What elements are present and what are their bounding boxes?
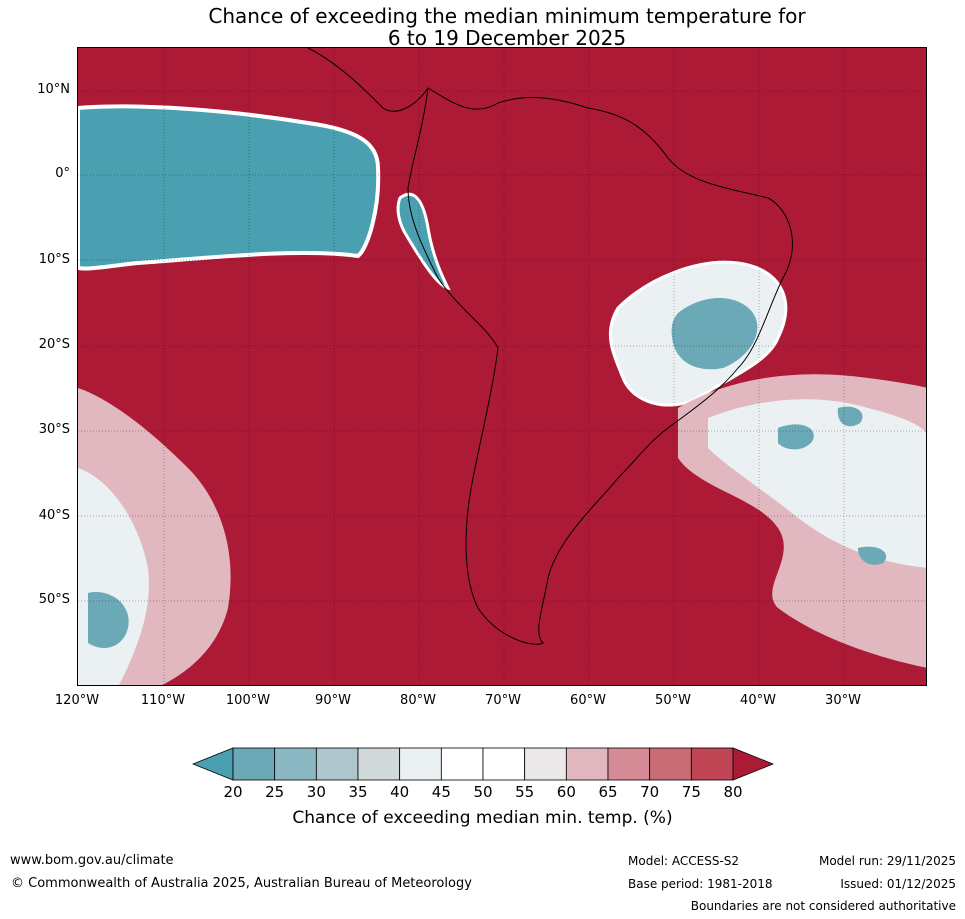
lon-label-110w: 110°W — [140, 693, 186, 708]
lon-label-90w: 90°W — [315, 693, 351, 708]
low-probability-coastal-strip — [396, 192, 451, 291]
colorbar-segment — [399, 747, 442, 781]
colorbar-segments — [192, 747, 774, 781]
lat-label-0: 0° — [55, 166, 70, 181]
lon-label-120w: 120°W — [54, 693, 100, 708]
colorbar-tick-label: 75 — [681, 783, 701, 801]
colorbar-tick-label: 30 — [306, 783, 326, 801]
base-period-text: Base period: 1981-2018 — [628, 877, 773, 891]
colorbar-segment — [690, 747, 734, 781]
colorbar-tick-label: 45 — [431, 783, 451, 801]
colorbar-segment — [440, 747, 484, 781]
probability-map — [77, 47, 927, 686]
colorbar-segment — [524, 747, 567, 781]
lon-label-60w: 60°W — [570, 693, 606, 708]
lon-label-50w: 50°W — [655, 693, 691, 708]
lat-label-20s: 20°S — [38, 337, 70, 352]
model-run-text: Model run: 29/11/2025 — [818, 854, 956, 868]
colorbar-segment — [357, 747, 401, 781]
model-text: Model: ACCESS-S2 — [628, 854, 740, 868]
lon-label-100w: 100°W — [225, 693, 271, 708]
colorbar-tick-label: 65 — [598, 783, 618, 801]
chart-title: Chance of exceeding the median minimum t… — [77, 5, 937, 49]
gridlines — [78, 48, 926, 685]
colorbar-segment — [649, 747, 692, 781]
website-link[interactable]: www.bom.gov.au/climate — [10, 853, 174, 868]
lon-label-40w: 40°W — [740, 693, 776, 708]
southwest-pacific-teal-region — [88, 592, 129, 648]
lat-label-10n: 10°N — [37, 82, 70, 97]
atlantic-white-region — [708, 399, 926, 568]
low-probability-pacific-region — [78, 104, 381, 271]
colorbar-segment — [315, 747, 359, 781]
colorbar-tick-label: 25 — [265, 783, 285, 801]
colorbar-segment — [482, 747, 526, 781]
coastline-central-america — [307, 48, 429, 112]
lon-label-30w: 30°W — [825, 693, 861, 708]
colorbar-arrow-low — [192, 747, 234, 781]
lat-label-30s: 30°S — [38, 422, 70, 437]
colorbar-tick-label: 40 — [390, 783, 410, 801]
lat-label-10s: 10°S — [38, 252, 70, 267]
colorbar-label: Chance of exceeding median min. temp. (%… — [292, 808, 673, 828]
coastline-south-america — [407, 87, 793, 645]
copyright-text: © Commonwealth of Australia 2025, Austra… — [11, 876, 472, 891]
lon-label-80w: 80°W — [400, 693, 436, 708]
title-line-2: 6 to 19 December 2025 — [387, 26, 627, 50]
colorbar-segment — [274, 747, 317, 781]
atlantic-teal-patches — [778, 406, 887, 565]
colorbar-segment — [607, 747, 651, 781]
brazil-teal-core — [671, 298, 758, 370]
issued-text: Issued: 01/12/2025 — [840, 877, 956, 891]
colorbar-segment — [232, 747, 276, 781]
colorbar-tick-label: 55 — [515, 783, 535, 801]
colorbar — [192, 747, 774, 781]
colorbar-tick-label: 60 — [556, 783, 576, 801]
map-canvas — [78, 48, 926, 685]
colorbar-tick-label: 80 — [723, 783, 743, 801]
colorbar-segment — [565, 747, 609, 781]
colorbar-tick-label: 50 — [473, 783, 493, 801]
lat-label-50s: 50°S — [38, 592, 70, 607]
disclaimer-text: Boundaries are not considered authoritat… — [690, 899, 956, 913]
lon-label-70w: 70°W — [485, 693, 521, 708]
colorbar-arrow-high — [732, 747, 774, 781]
title-line-1: Chance of exceeding the median minimum t… — [208, 4, 806, 28]
colorbar-tick-label: 35 — [348, 783, 368, 801]
lat-label-40s: 40°S — [38, 508, 70, 523]
colorbar-tick-label: 70 — [640, 783, 660, 801]
colorbar-tick-label: 20 — [223, 783, 243, 801]
